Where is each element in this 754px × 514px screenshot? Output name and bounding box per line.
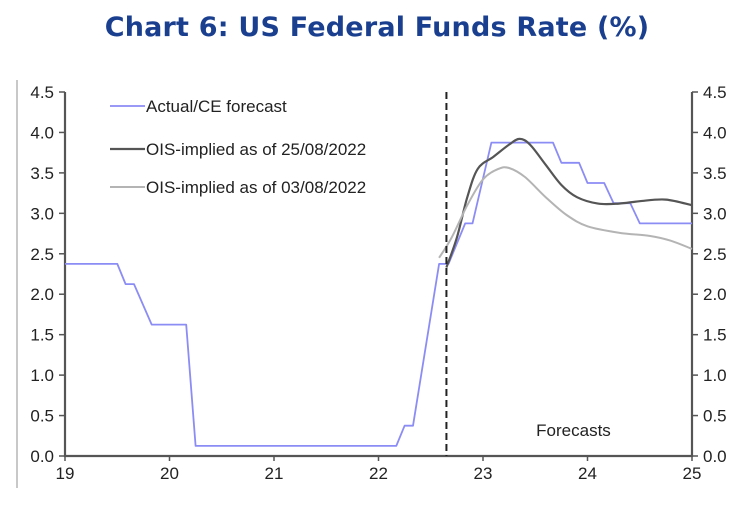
x-tick-label: 22 [369, 464, 388, 483]
y-tick-label-left: 0.0 [30, 447, 54, 466]
y-tick-label-left: 0.5 [30, 407, 54, 426]
y-tick-label-left: 2.0 [30, 285, 54, 304]
y-tick-label-right: 1.5 [703, 326, 727, 345]
frame-border [16, 80, 18, 488]
y-tick-label-right: 0.0 [703, 447, 727, 466]
chart-title: Chart 6: US Federal Funds Rate (%) [104, 12, 650, 43]
series-line-ois_25 [445, 137, 693, 268]
y-tick-label-left: 1.5 [30, 326, 54, 345]
x-tick-label: 20 [160, 464, 179, 483]
x-tick-label: 25 [683, 464, 702, 483]
y-tick-label-left: 3.0 [30, 204, 54, 223]
legend: Actual/CE forecast OIS-implied as of 25/0… [110, 97, 366, 197]
legend-label-ois_03: OIS-implied as of 03/08/2022 [146, 178, 366, 197]
forecasts-label: Forecasts [536, 421, 611, 440]
x-tick-label: 24 [578, 464, 597, 483]
y-tick-label-left: 2.5 [30, 245, 54, 264]
x-tick-label: 23 [474, 464, 493, 483]
y-tick-label-left: 1.0 [30, 366, 54, 385]
x-tick-label: 19 [56, 464, 75, 483]
series-lines [65, 137, 693, 447]
y-tick-label-left: 4.5 [30, 83, 54, 102]
y-tick-label-right: 3.5 [703, 164, 727, 183]
y-tick-label-right: 2.5 [703, 245, 727, 264]
legend-label-ois_25: OIS-implied as of 25/08/2022 [146, 140, 366, 159]
y-tick-label-right: 4.0 [703, 123, 727, 142]
annotations: Forecasts [445, 92, 611, 456]
y-tick-label-right: 2.0 [703, 285, 727, 304]
series-line-ois_03 [438, 166, 693, 259]
x-tick-label: 21 [265, 464, 284, 483]
legend-label-actual: Actual/CE forecast [146, 97, 287, 116]
y-tick-label-left: 3.5 [30, 164, 54, 183]
y-tick-label-right: 4.5 [703, 83, 727, 102]
axes: 0.0 0.5 1.0 1.5 2.0 2.5 3.0 3.5 4.0 4.5 0.0 0.5 1.0 1… [30, 83, 726, 483]
y-tick-label-right: 3.0 [703, 204, 727, 223]
series-line-actual [65, 141, 692, 447]
y-tick-label-right: 0.5 [703, 407, 727, 426]
y-tick-label-right: 1.0 [703, 366, 727, 385]
y-tick-label-left: 4.0 [30, 123, 54, 142]
